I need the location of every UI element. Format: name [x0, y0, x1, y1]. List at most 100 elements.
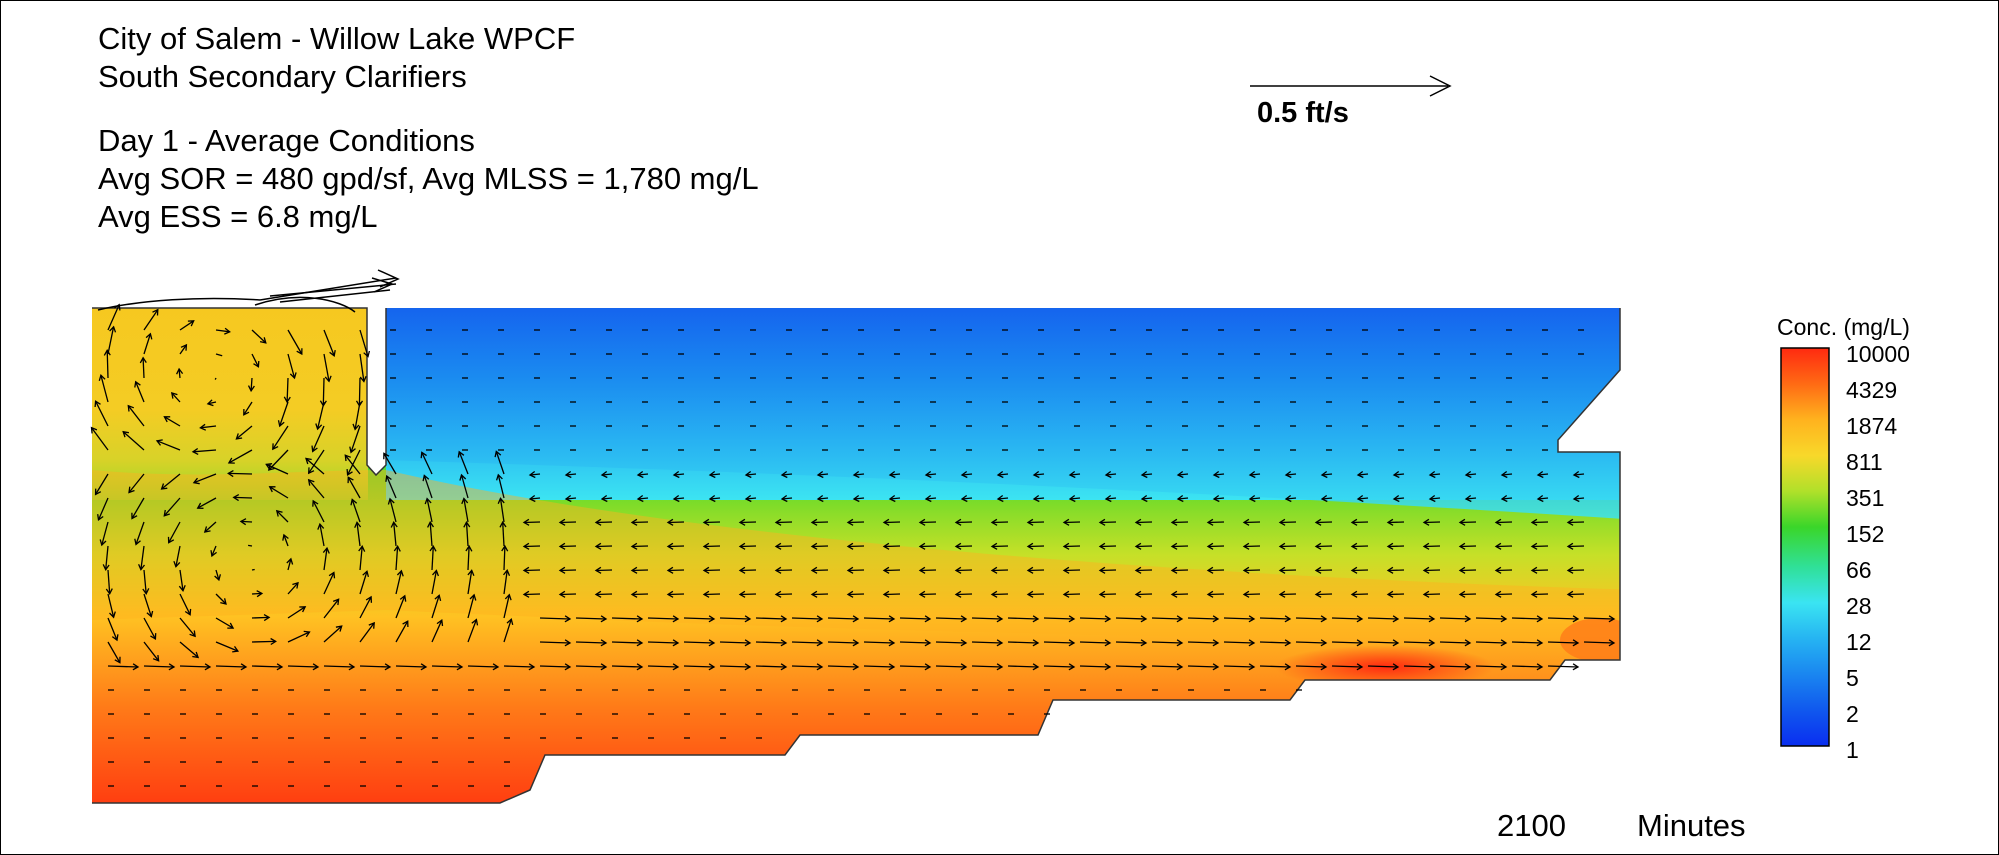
velocity-vector — [503, 619, 512, 643]
velocity-vector-head — [1356, 639, 1364, 647]
velocity-vector-head — [206, 399, 214, 407]
legend-label: 1 — [1846, 737, 1859, 763]
velocity-vector — [1171, 593, 1189, 596]
velocity-vector — [565, 473, 577, 476]
velocity-vector-head — [1392, 639, 1400, 647]
velocity-vector — [1459, 521, 1477, 524]
velocity-vector-head — [282, 533, 289, 541]
velocity-vector — [1027, 593, 1045, 596]
velocity-vector-head — [420, 663, 428, 671]
velocity-vector-head — [210, 550, 217, 558]
velocity-vector-head — [636, 494, 644, 503]
velocity-vector — [565, 497, 577, 500]
velocity-vector-head — [1320, 615, 1328, 623]
velocity-vector-head — [1350, 566, 1358, 574]
velocity-vectors — [90, 303, 1616, 787]
velocity-vector-head — [1176, 615, 1184, 623]
velocity-vector — [1583, 641, 1615, 644]
velocity-vector-head — [522, 566, 530, 574]
velocity-vector-head — [390, 521, 398, 528]
velocity-vector-head — [402, 620, 409, 628]
velocity-vector — [287, 353, 296, 379]
velocity-vector — [240, 520, 253, 523]
velocity-vector-head — [1458, 566, 1466, 574]
velocity-vector — [228, 449, 253, 464]
velocity-vector — [575, 617, 607, 620]
velocity-vector — [827, 665, 859, 668]
velocity-vector — [1027, 545, 1045, 548]
velocity-vector-head — [393, 544, 401, 552]
velocity-vector — [1475, 665, 1507, 668]
velocity-vector-head — [852, 494, 860, 503]
velocity-vector — [647, 617, 679, 620]
legend-label: 351 — [1846, 485, 1885, 511]
velocity-vector — [919, 521, 937, 524]
velocity-vector — [595, 593, 613, 596]
velocity-vector-head — [600, 494, 608, 503]
velocity-vector — [312, 425, 325, 452]
velocity-vector-head — [1392, 615, 1400, 623]
velocity-vector-head — [495, 473, 503, 481]
velocity-vector-head — [97, 514, 104, 522]
velocity-vector-head — [191, 447, 199, 455]
velocity-vector-head — [1356, 494, 1364, 503]
velocity-vector-head — [1536, 615, 1544, 623]
velocity-vector — [164, 416, 181, 427]
velocity-vector-head — [780, 663, 788, 671]
time-unit: Minutes — [1637, 808, 1746, 843]
velocity-vector — [1495, 521, 1513, 524]
velocity-vector-head — [1212, 494, 1220, 503]
velocity-vector-head — [1278, 542, 1286, 550]
legend-label: 1874 — [1846, 413, 1898, 439]
velocity-vector-head — [1464, 663, 1472, 671]
velocity-vector — [460, 474, 469, 499]
velocity-vector — [1115, 617, 1147, 620]
velocity-vector — [847, 593, 865, 596]
velocity-vector-head — [990, 566, 998, 574]
velocity-vector-head — [1566, 518, 1574, 526]
velocity-vector — [251, 353, 259, 368]
velocity-vector — [817, 497, 829, 500]
velocity-vector-head — [1572, 494, 1580, 503]
velocity-vector — [1027, 569, 1045, 572]
velocity-vector-head — [132, 663, 140, 671]
velocity-vector-head — [1500, 470, 1508, 479]
legend-label: 2 — [1846, 701, 1859, 727]
velocity-vector — [889, 473, 901, 476]
velocity-vector-head — [128, 486, 135, 494]
velocity-vector-head — [350, 498, 358, 506]
velocity-vector — [215, 353, 223, 357]
velocity-vector-head — [1212, 615, 1220, 623]
velocity-vector — [1367, 641, 1399, 644]
velocity-vector-head — [1314, 542, 1322, 550]
velocity-vector — [559, 545, 577, 548]
velocity-vector-head — [1350, 518, 1358, 526]
velocity-vector — [395, 620, 409, 643]
velocity-vector-head — [312, 499, 319, 507]
velocity-vector-head — [146, 610, 154, 618]
velocity-vector-head — [564, 639, 572, 647]
velocity-vector-head — [780, 639, 788, 647]
velocity-vector-head — [1206, 566, 1214, 574]
velocity-vector-head — [1104, 663, 1112, 671]
velocity-vector — [95, 400, 109, 427]
velocity-vector-head — [630, 542, 638, 550]
velocity-vector-head — [1062, 518, 1070, 526]
velocity-vector — [1367, 665, 1399, 668]
velocity-vector-head — [317, 522, 325, 530]
velocity-vector — [207, 401, 217, 405]
velocity-vector — [250, 377, 253, 391]
velocity-vector-head — [816, 470, 824, 479]
velocity-vector-head — [630, 566, 638, 574]
velocity-vector — [1475, 617, 1507, 620]
velocity-vector — [128, 473, 145, 493]
velocity-vector-head — [1320, 663, 1328, 671]
velocity-vector — [1567, 545, 1585, 548]
velocity-vector — [1151, 617, 1183, 620]
velocity-vector-head — [427, 520, 435, 528]
velocity-vector-head — [744, 663, 752, 671]
velocity-vector-head — [1170, 590, 1178, 598]
velocity-vector — [1007, 641, 1039, 644]
velocity-vector-head — [1098, 590, 1106, 598]
velocity-vector — [171, 392, 181, 403]
